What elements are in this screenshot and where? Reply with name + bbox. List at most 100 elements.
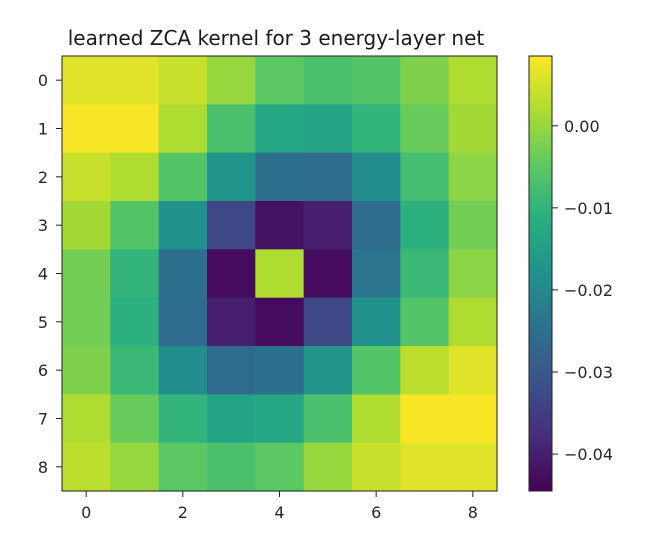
- y-tick-label: 4: [38, 265, 48, 284]
- heatmap-cell: [62, 201, 111, 250]
- heatmap-cell: [62, 104, 111, 154]
- heatmap-cell: [448, 104, 498, 154]
- heatmap-cell: [255, 346, 305, 395]
- heatmap-cell: [158, 394, 208, 444]
- x-tick-label: 2: [178, 503, 188, 522]
- heatmap-cell: [62, 394, 111, 444]
- heatmap-cell: [110, 442, 160, 492]
- heatmap-cell: [448, 249, 498, 299]
- heatmap-cell: [400, 297, 450, 347]
- chart-title: learned ZCA kernel for 3 energy-layer ne…: [68, 26, 485, 50]
- heatmap-cell: [303, 394, 353, 444]
- heatmap-cell: [110, 201, 160, 250]
- colorbar: [529, 56, 552, 491]
- heatmap-cell: [303, 56, 353, 105]
- heatmap-cell: [158, 297, 208, 347]
- heatmap-cell: [158, 56, 208, 105]
- x-axis: 0 2 4 6 8: [81, 491, 478, 522]
- heatmap-cell: [303, 249, 353, 299]
- heatmap-cell: [110, 152, 160, 202]
- heatmap-cell: [303, 152, 353, 202]
- colorbar-frame: [528, 55, 553, 492]
- heatmap-cell: [448, 297, 498, 347]
- heatmap-cell: [448, 201, 498, 250]
- heatmap-cell: [303, 442, 353, 492]
- y-tick-label: 0: [38, 71, 48, 90]
- heatmap-cell: [352, 56, 401, 105]
- heatmap-cell: [207, 152, 256, 202]
- heatmap-cell: [158, 201, 208, 250]
- y-axis: 0 1 2 3 4 5 6 7 8: [38, 71, 62, 477]
- heatmap-cell: [255, 394, 305, 444]
- y-tick-label: 2: [38, 168, 48, 187]
- heatmap-cell: [352, 152, 401, 202]
- y-tick-label: 3: [38, 216, 48, 235]
- colorbar-tick-label: −0.02: [564, 281, 613, 300]
- x-tick-label: 0: [81, 503, 91, 522]
- heatmap-cell: [110, 56, 160, 105]
- heatmap-cell: [207, 56, 256, 105]
- heatmap-cell: [158, 442, 208, 492]
- x-tick-label: 4: [274, 503, 284, 522]
- heatmap-cell: [448, 394, 498, 444]
- x-tick-label: 8: [468, 503, 478, 522]
- heatmap-cell: [110, 249, 160, 299]
- heatmap-cell: [400, 201, 450, 250]
- heatmap-cell: [352, 394, 401, 444]
- heatmap-cell: [158, 249, 208, 299]
- heatmap-cell: [352, 346, 401, 395]
- heatmap-cell: [158, 104, 208, 154]
- heatmap-cell: [255, 297, 305, 347]
- heatmap-cell: [158, 346, 208, 395]
- heatmap-cell: [400, 394, 450, 444]
- colorbar-tick-label: −0.01: [564, 199, 613, 218]
- heatmap-cell: [255, 56, 305, 105]
- heatmap-cell: [303, 201, 353, 250]
- colorbar-tick-label: −0.04: [564, 445, 613, 464]
- heatmap-cell: [303, 346, 353, 395]
- heatmap-cell: [62, 56, 111, 105]
- heatmap-cell: [110, 346, 160, 395]
- y-tick-label: 7: [38, 410, 48, 429]
- heatmap-cell: [158, 152, 208, 202]
- heatmap-cell: [303, 104, 353, 154]
- heatmap-cell: [207, 104, 256, 154]
- heatmap-cell: [207, 297, 256, 347]
- colorbar-tick-label: 0.00: [564, 117, 600, 136]
- heatmap-cell: [448, 152, 498, 202]
- heatmap-cell: [448, 56, 498, 105]
- heatmap-cell: [400, 56, 450, 105]
- heatmap-cell: [62, 249, 111, 299]
- heatmap-cell: [110, 297, 160, 347]
- y-tick-label: 6: [38, 361, 48, 380]
- heatmap-cell: [352, 442, 401, 492]
- heatmap-cell: [352, 201, 401, 250]
- heatmap-cell: [207, 201, 256, 250]
- x-tick-label: 6: [371, 503, 381, 522]
- heatmap-cell: [400, 249, 450, 299]
- heatmap-cell: [352, 249, 401, 299]
- heatmap-cell: [400, 104, 450, 154]
- heatmap-cell: [352, 104, 401, 154]
- y-tick-label: 5: [38, 313, 48, 332]
- heatmap-cell: [303, 297, 353, 347]
- heatmap-cell: [62, 442, 111, 492]
- heatmap-cell: [62, 297, 111, 347]
- heatmap-cell: [448, 442, 498, 492]
- heatmap-cell: [255, 442, 305, 492]
- heatmap-cell: [207, 394, 256, 444]
- heatmap-cell: [62, 152, 111, 202]
- colorbar-tick-label: −0.03: [564, 363, 613, 382]
- y-tick-label: 8: [38, 458, 48, 477]
- heatmap-cell: [110, 394, 160, 444]
- heatmap-cell: [400, 152, 450, 202]
- heatmap-cell: [255, 201, 305, 250]
- heatmap-cell: [207, 442, 256, 492]
- heatmap-cell: [110, 104, 160, 154]
- heatmap-cell: [255, 152, 305, 202]
- heatmap-cell: [255, 249, 305, 299]
- colorbar-ticks: 0.00 −0.01 −0.02 −0.03 −0.04: [552, 117, 613, 464]
- heatmap-cell: [448, 346, 498, 395]
- heatmap-cell: [400, 346, 450, 395]
